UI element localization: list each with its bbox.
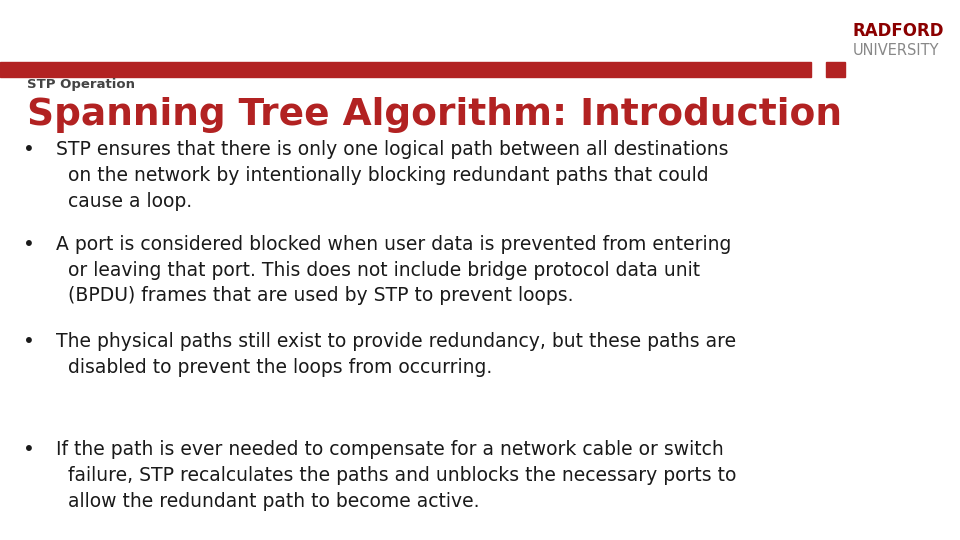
Text: STP Operation: STP Operation xyxy=(27,78,134,91)
Text: A port is considered blocked when user data is prevented from entering
  or leav: A port is considered blocked when user d… xyxy=(56,235,732,306)
Text: Spanning Tree Algorithm: Introduction: Spanning Tree Algorithm: Introduction xyxy=(27,97,842,133)
Text: If the path is ever needed to compensate for a network cable or switch
  failure: If the path is ever needed to compensate… xyxy=(56,440,736,511)
Text: •: • xyxy=(23,440,35,459)
Bar xyxy=(0,62,811,77)
Text: The physical paths still exist to provide redundancy, but these paths are
  disa: The physical paths still exist to provid… xyxy=(56,332,735,377)
Text: •: • xyxy=(23,140,35,159)
Bar xyxy=(826,62,845,77)
Text: RADFORD: RADFORD xyxy=(852,22,944,40)
Text: •: • xyxy=(23,235,35,254)
Text: UNIVERSITY: UNIVERSITY xyxy=(852,43,939,58)
Text: •: • xyxy=(23,332,35,351)
Text: STP ensures that there is only one logical path between all destinations
  on th: STP ensures that there is only one logic… xyxy=(56,140,729,211)
